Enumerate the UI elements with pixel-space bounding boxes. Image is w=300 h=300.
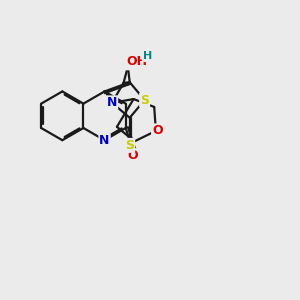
Text: S: S <box>125 139 134 152</box>
Text: S: S <box>140 94 149 106</box>
Text: N: N <box>99 134 110 147</box>
Text: O: O <box>128 149 138 162</box>
Text: N: N <box>107 96 117 110</box>
Text: OH: OH <box>126 55 147 68</box>
Text: O: O <box>152 124 163 137</box>
Text: H: H <box>143 51 152 61</box>
Text: H: H <box>124 59 133 69</box>
